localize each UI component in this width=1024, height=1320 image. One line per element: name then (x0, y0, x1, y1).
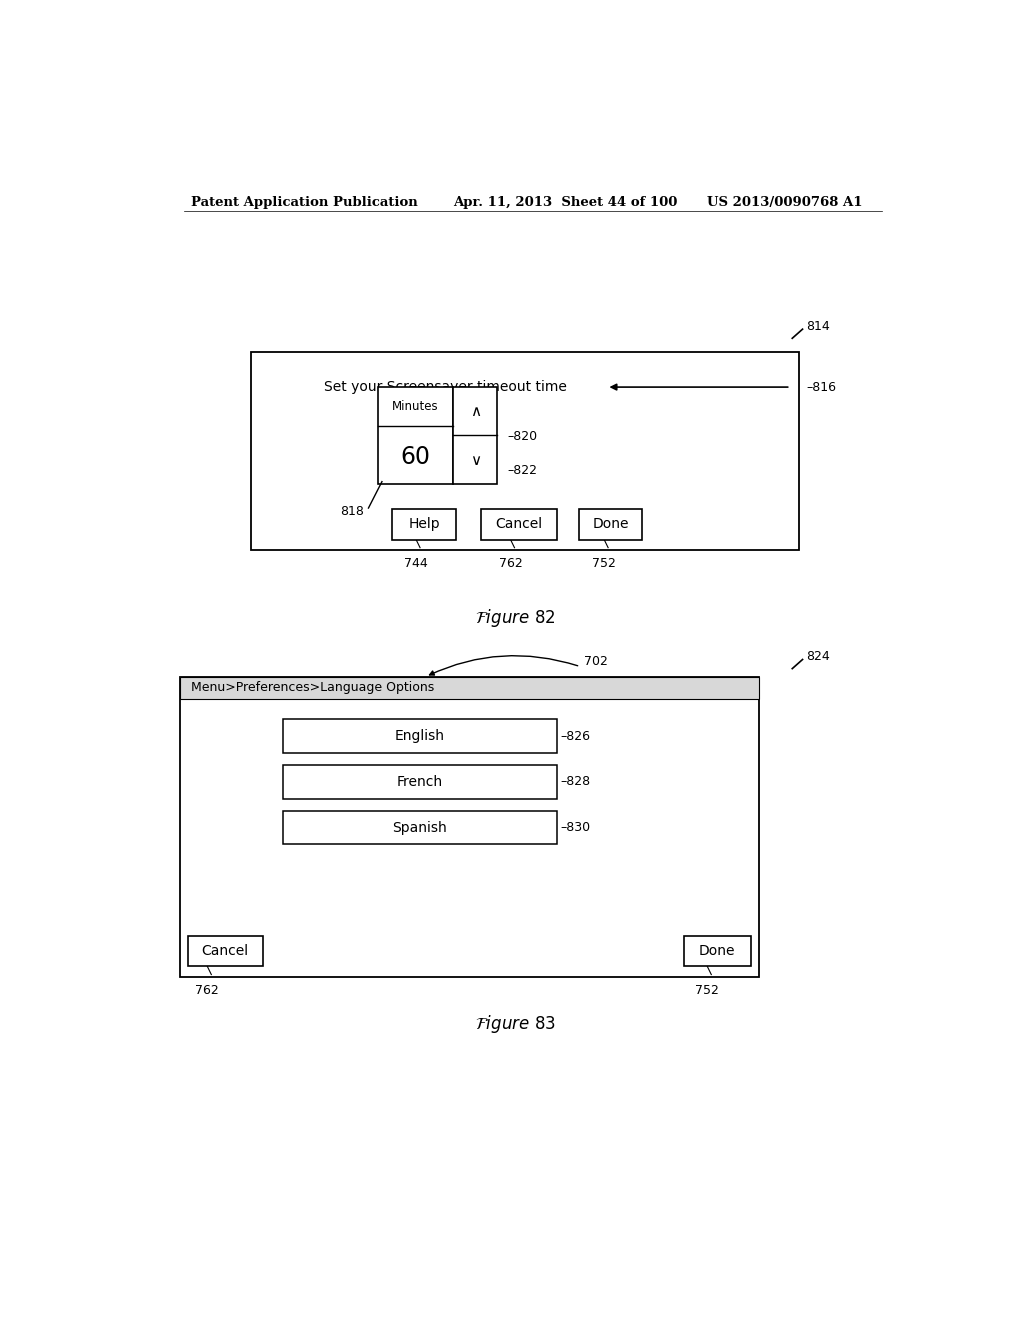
Text: $\mathcal{F}$$\it{igure\ 82}$: $\mathcal{F}$$\it{igure\ 82}$ (475, 607, 556, 628)
Bar (283, 719, 557, 752)
Text: 752: 752 (592, 557, 616, 570)
Text: Apr. 11, 2013  Sheet 44 of 100: Apr. 11, 2013 Sheet 44 of 100 (454, 195, 678, 209)
Bar (378, 387, 454, 483)
Text: 814: 814 (807, 319, 830, 333)
Text: Done: Done (699, 944, 735, 958)
Text: ∨: ∨ (470, 453, 480, 469)
Text: 752: 752 (695, 983, 719, 997)
Bar (187, 936, 263, 966)
Text: Cancel: Cancel (202, 944, 249, 958)
Text: Set your Screensaver timeout time: Set your Screensaver timeout time (324, 380, 567, 395)
Text: 702: 702 (585, 655, 608, 668)
Text: 60: 60 (400, 445, 431, 469)
Text: –830: –830 (560, 821, 591, 834)
Bar (283, 766, 557, 799)
Text: $\mathcal{F}$$\it{igure\ 83}$: $\mathcal{F}$$\it{igure\ 83}$ (475, 1014, 556, 1035)
Text: Minutes: Minutes (392, 400, 439, 413)
Text: 824: 824 (807, 649, 830, 663)
Text: Spanish: Spanish (392, 821, 447, 834)
Text: 762: 762 (196, 983, 219, 997)
Text: 818: 818 (341, 504, 365, 517)
Text: –822: –822 (507, 463, 538, 477)
Text: Cancel: Cancel (496, 517, 543, 532)
Text: –816: –816 (807, 380, 837, 393)
Text: French: French (396, 775, 442, 789)
Bar (251, 351, 799, 549)
Text: Done: Done (592, 517, 629, 532)
Text: Help: Help (409, 517, 440, 532)
Text: –828: –828 (560, 775, 591, 788)
Bar (684, 936, 751, 966)
Text: US 2013/0090768 A1: US 2013/0090768 A1 (708, 195, 863, 209)
Text: ∧: ∧ (470, 404, 480, 418)
Bar (283, 810, 557, 845)
Bar (454, 387, 497, 483)
Bar (179, 677, 759, 700)
Bar (392, 510, 456, 540)
Text: –826: –826 (560, 730, 591, 743)
Text: –820: –820 (507, 430, 538, 444)
Bar (579, 510, 642, 540)
Text: Menu>Preferences>Language Options: Menu>Preferences>Language Options (191, 681, 435, 694)
Text: 744: 744 (404, 557, 428, 570)
Bar (481, 510, 557, 540)
Bar (179, 677, 759, 977)
Text: English: English (394, 729, 444, 743)
Text: 762: 762 (499, 557, 522, 570)
Text: Patent Application Publication: Patent Application Publication (191, 195, 418, 209)
